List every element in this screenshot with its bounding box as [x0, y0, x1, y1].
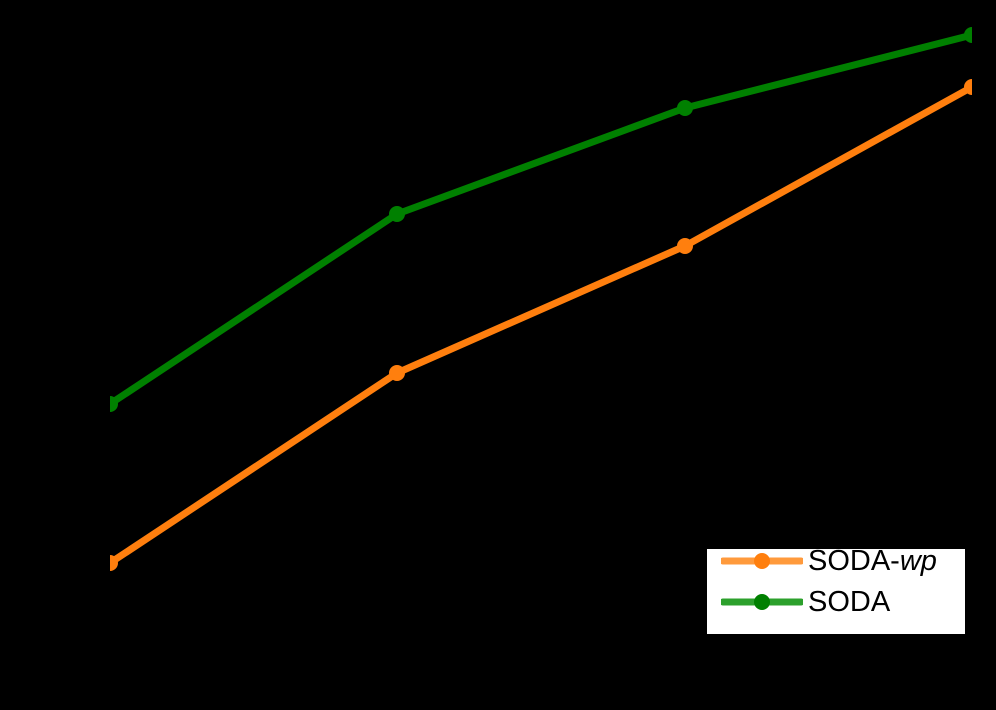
plot-area — [110, 27, 972, 571]
legend: SODA-wp SODA — [707, 545, 965, 634]
data-point-marker — [110, 396, 118, 412]
legend-label-soda: SODA — [808, 586, 891, 618]
series-soda — [110, 27, 972, 412]
data-point-marker — [389, 365, 405, 381]
data-point-marker — [677, 238, 693, 254]
data-point-marker — [964, 27, 972, 43]
legend-swatch-soda-wp — [721, 553, 803, 569]
data-point-marker — [389, 206, 405, 222]
series-soda-wp — [110, 79, 972, 571]
data-point-marker — [677, 100, 693, 116]
data-point-marker — [110, 555, 118, 571]
legend-label-soda-wp: SODA-wp — [808, 545, 937, 577]
data-point-marker — [964, 79, 972, 95]
legend-item-soda: SODA — [707, 582, 965, 622]
series-line — [110, 31, 972, 407]
legend-swatch-soda — [721, 594, 803, 610]
series-line — [110, 83, 972, 566]
legend-item-soda-wp: SODA-wp — [707, 541, 965, 581]
